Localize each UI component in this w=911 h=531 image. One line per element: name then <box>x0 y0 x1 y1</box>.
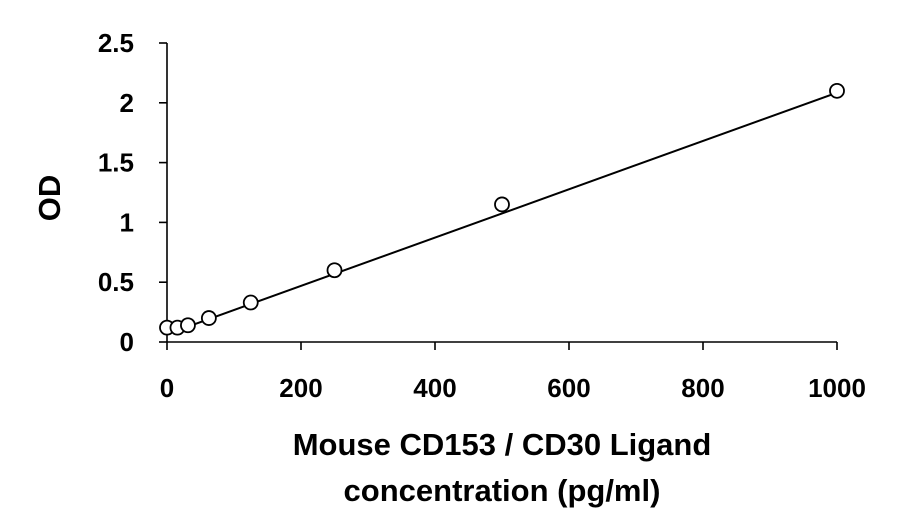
y-tick-label: 0 <box>120 327 134 357</box>
y-tick-label: 2 <box>120 88 134 118</box>
data-point <box>326 262 343 279</box>
x-tick-label: 200 <box>279 373 322 403</box>
data-point <box>494 196 510 213</box>
data-point <box>180 317 196 334</box>
x-tick-label: 0 <box>160 373 174 403</box>
data-points <box>159 82 845 336</box>
y-tick-label: 2.5 <box>98 28 134 58</box>
axes <box>166 43 837 343</box>
x-tick-label: 600 <box>547 373 590 403</box>
data-point <box>829 82 845 99</box>
x-tick-label: 1000 <box>808 373 866 403</box>
y-tick-label: 1.5 <box>98 148 134 178</box>
trendline-group <box>166 91 838 336</box>
y-tick-label: 0.5 <box>98 267 134 297</box>
x-axis-title-line-2: concentration (pg/ml) <box>344 473 661 508</box>
x-axis-ticks: 0 200 400 600 800 1000 <box>160 342 866 403</box>
x-axis-title-line-1: Mouse CD153 / CD30 Ligand <box>293 427 712 462</box>
data-point <box>242 294 259 311</box>
data-point <box>200 310 217 326</box>
y-tick-label: 1 <box>120 207 134 237</box>
x-tick-label: 800 <box>681 373 724 403</box>
trendline <box>166 91 838 336</box>
y-axis-title: OD <box>32 175 67 222</box>
y-axis-ticks: 0 0.5 1 1.5 2 2.5 <box>98 28 167 357</box>
x-tick-label: 400 <box>413 373 456 403</box>
